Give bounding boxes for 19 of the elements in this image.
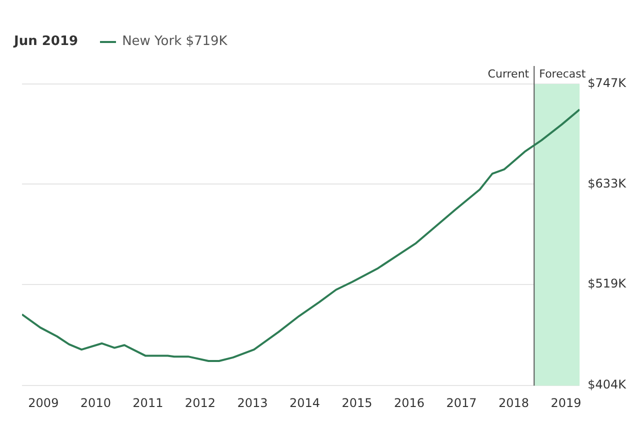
y-tick-label: $404K <box>588 378 628 392</box>
ref-line-label: Current <box>488 67 530 80</box>
x-tick-label: 2010 <box>80 396 111 410</box>
x-tick-label: 2012 <box>184 396 216 410</box>
x-tick-label: 2015 <box>342 396 372 410</box>
chart-title: Jun 2019 <box>14 34 78 49</box>
legend-label: New York $719K <box>122 34 228 49</box>
x-tick-label: 2019 <box>550 396 582 410</box>
y-tick-label: $747K <box>588 76 628 90</box>
band-label: Forecast <box>539 67 586 80</box>
y-tick-label: $633K <box>588 176 628 190</box>
x-tick-label: 2013 <box>237 396 268 410</box>
x-tick-label: 2017 <box>446 396 477 410</box>
y-tick-label: $519K <box>588 276 628 291</box>
x-tick-label: 2016 <box>394 396 425 410</box>
x-tick-label: 2018 <box>498 396 530 410</box>
x-tick-label: 2009 <box>28 396 59 410</box>
x-tick-label: 2011 <box>132 396 164 410</box>
x-tick-label: 2014 <box>289 396 320 410</box>
